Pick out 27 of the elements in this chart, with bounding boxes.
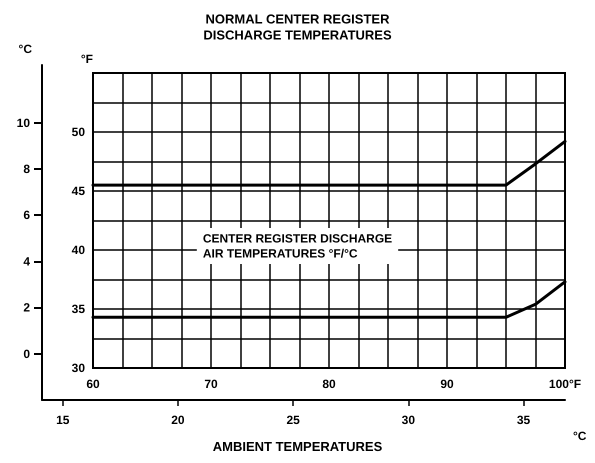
x2-tick-label: 15 — [56, 413, 70, 427]
y2-tick-label: 2 — [23, 300, 30, 315]
y-tick-label: 50 — [72, 125, 86, 139]
x2-tick-label: 35 — [516, 413, 531, 427]
y2-tick-label: 4 — [23, 254, 30, 268]
annotation: CENTER REGISTER DISCHARGE AIR TEMPERATURES °F/°C — [202, 232, 392, 260]
y2-tick-label: 0 — [23, 346, 30, 361]
x2-tick-label: 25 — [286, 413, 300, 427]
y-tick-label: 45 — [72, 184, 86, 198]
y2-tick-label: 6 — [23, 208, 30, 222]
x-axis-title: AMBIENT TEMPERATURES — [212, 439, 383, 454]
x2-tick-label: 20 — [171, 413, 185, 427]
y2-axis-title: °C — [18, 42, 32, 56]
y-tick-label: 40 — [72, 243, 86, 257]
y-tick-label: 30 — [72, 361, 86, 375]
x2-tick-label: 30 — [402, 413, 416, 427]
y2-tick-label: 8 — [23, 162, 30, 176]
y2-tick-label: 10 — [16, 116, 30, 130]
chart-title: NORMAL CENTER REGISTER DISCHARGE TEMPERATURES — [203, 12, 392, 42]
y-tick-label: 35 — [72, 302, 86, 316]
x-tick-label: 90 — [440, 377, 454, 391]
x2-axis-title: °C — [573, 429, 587, 443]
x-tick-label: 60 — [86, 377, 100, 391]
x-tick-label: 70 — [204, 377, 218, 391]
y-axis-title: °F — [80, 52, 93, 66]
x-tick-label: 100°F — [548, 377, 582, 391]
x-tick-label: 80 — [322, 377, 336, 391]
